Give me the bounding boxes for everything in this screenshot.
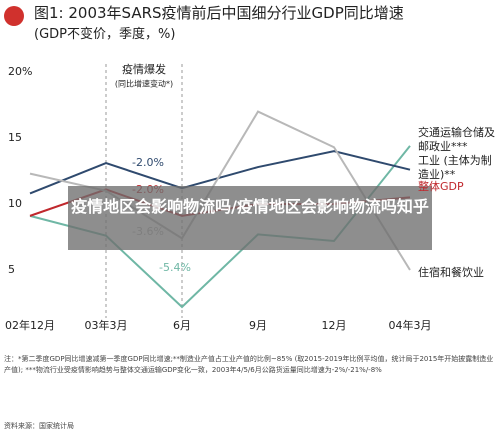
x-tick-label: 03年3月 [85, 318, 128, 332]
x-tick-label: 12月 [322, 319, 347, 332]
legend-label: 住宿和餐饮业 [418, 266, 484, 279]
legend-label: 交通运输仓储及邮政业*** [418, 125, 495, 153]
legend-label: 工业 (主体为制造业)** [418, 153, 492, 181]
annotation: -5.4% [159, 261, 191, 274]
y-tick-label: 15 [8, 131, 22, 144]
chart-title: 图1: 2003年SARS疫情前后中国细分行业GDP同比增速 [34, 4, 404, 22]
x-tick-label: 04年3月 [389, 318, 432, 332]
source: 资料来源：国家统计局 [4, 422, 74, 430]
y-tick-label: 10 [8, 197, 22, 210]
y-tick-label: 20% [8, 65, 32, 78]
x-tick-label: 6月 [173, 319, 191, 332]
chart-subtitle: (GDP不变价，季度，%) [34, 27, 176, 42]
overlay-banner: 疫情地区会影响物流吗/疫情地区会影响物流吗知乎 [68, 186, 432, 250]
legend-label: 整体GDP [418, 180, 464, 194]
series-line [29, 150, 411, 195]
y-tick-label: 5 [8, 263, 15, 276]
event-sublabel: (同比增速变动*) [115, 79, 173, 89]
x-tick-label: 9月 [249, 319, 267, 332]
event-label: 疫情爆发 [122, 62, 166, 76]
note: 注：*第二季度GDP同比增速减第一季度GDP同比增速;**制造业产值占工业产值的… [4, 355, 494, 374]
x-tick-label: 02年12月 [5, 318, 55, 332]
logo [4, 6, 24, 26]
annotation: -2.0% [132, 156, 164, 169]
